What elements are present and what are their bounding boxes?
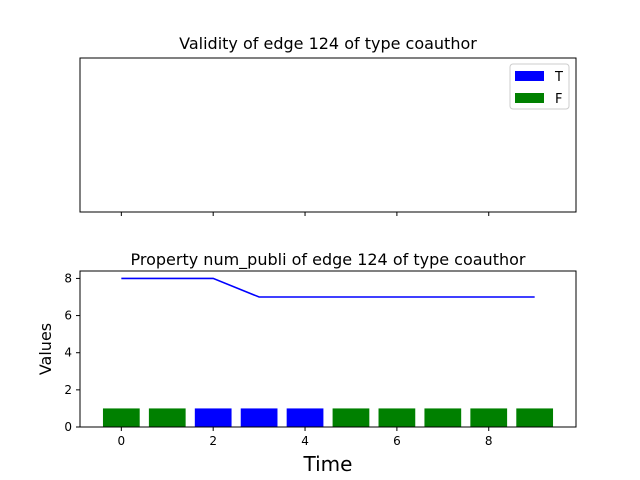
validity-chart-title: Validity of edge 124 of type coauthor [179, 34, 477, 53]
validity-bar [378, 408, 416, 427]
validity-bar [332, 408, 370, 427]
validity-chart: Validity of edge 124 of type coauthor T … [79, 34, 577, 216]
property-y-tick-label: 8 [64, 271, 72, 285]
legend-label-t: T [554, 70, 563, 85]
validity-chart-frame [79, 57, 577, 213]
property-x-tick-label: 8 [485, 434, 493, 448]
y-axis-label: Values [36, 323, 55, 375]
property-chart: Property num_publi of edge 124 of type c… [36, 250, 577, 476]
validity-bar [286, 408, 324, 427]
property-chart-title: Property num_publi of edge 124 of type c… [131, 250, 526, 270]
x-axis-label: Time [303, 452, 353, 476]
validity-bar [194, 408, 232, 427]
property-y-ticks: 0 2 4 6 8 [64, 271, 80, 434]
property-y-tick-label: 4 [64, 346, 72, 360]
property-y-tick-label: 6 [64, 309, 72, 323]
validity-legend: T F [509, 63, 570, 110]
property-x-ticks: 0 2 4 6 8 [118, 427, 493, 448]
property-y-tick-label: 2 [64, 383, 72, 397]
validity-bar [424, 408, 462, 427]
validity-bar [516, 408, 554, 427]
property-y-tick-label: 0 [64, 420, 72, 434]
property-chart-frame [79, 270, 577, 428]
value-line [121, 277, 535, 298]
validity-bar [148, 408, 186, 427]
validity-bars [102, 408, 554, 427]
validity-x-ticks [120, 212, 490, 216]
validity-bar [240, 408, 278, 427]
legend-swatch-f [515, 93, 544, 103]
property-x-tick-label: 0 [118, 434, 126, 448]
legend-swatch-t [515, 71, 544, 81]
property-x-tick-label: 2 [209, 434, 217, 448]
value-lines [121, 277, 535, 298]
property-x-tick-label: 4 [301, 434, 309, 448]
validity-bar [102, 408, 140, 427]
validity-bar [470, 408, 508, 427]
property-x-tick-label: 6 [393, 434, 401, 448]
legend-label-f: F [555, 92, 562, 107]
